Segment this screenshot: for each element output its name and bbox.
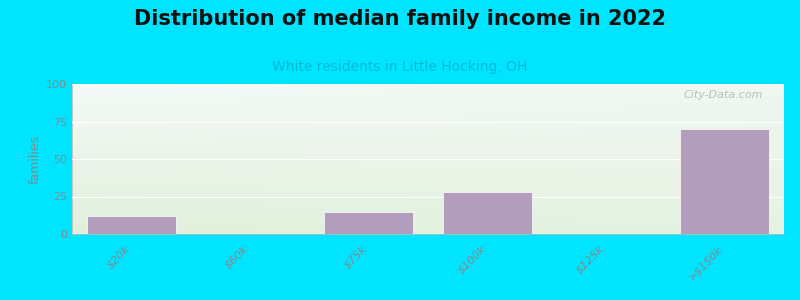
Y-axis label: families: families	[29, 134, 42, 184]
Bar	[443, 192, 532, 234]
Bar	[87, 216, 176, 234]
Text: City-Data.com: City-Data.com	[683, 90, 762, 100]
Text: Distribution of median family income in 2022: Distribution of median family income in …	[134, 9, 666, 29]
Text: White residents in Little Hocking, OH: White residents in Little Hocking, OH	[272, 60, 528, 74]
Bar	[680, 129, 769, 234]
Bar	[324, 212, 413, 234]
